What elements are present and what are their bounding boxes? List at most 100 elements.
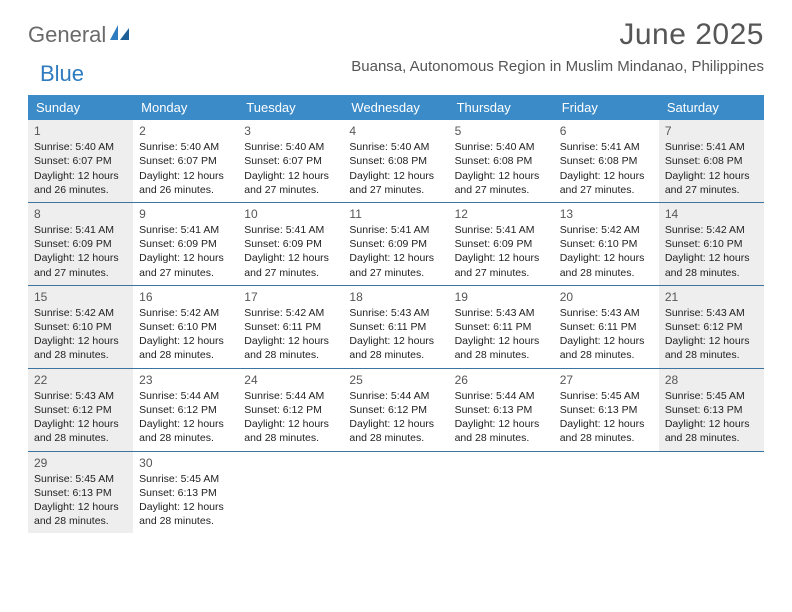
day-empty <box>449 452 554 534</box>
day-number: 22 <box>34 372 127 388</box>
daylight-text: Daylight: 12 hours <box>34 169 127 183</box>
sunrise-text: Sunrise: 5:42 AM <box>665 223 758 237</box>
daylight-text: and 26 minutes. <box>34 183 127 197</box>
daylight-text: Daylight: 12 hours <box>349 334 442 348</box>
day-13: 13Sunrise: 5:42 AMSunset: 6:10 PMDayligh… <box>554 203 659 285</box>
weeks-container: 1Sunrise: 5:40 AMSunset: 6:07 PMDaylight… <box>28 120 764 533</box>
day-number: 28 <box>665 372 758 388</box>
sunset-text: Sunset: 6:10 PM <box>665 237 758 251</box>
sunrise-text: Sunrise: 5:43 AM <box>560 306 653 320</box>
day-27: 27Sunrise: 5:45 AMSunset: 6:13 PMDayligh… <box>554 369 659 451</box>
sunset-text: Sunset: 6:10 PM <box>560 237 653 251</box>
daylight-text: and 28 minutes. <box>244 431 337 445</box>
daylight-text: Daylight: 12 hours <box>139 417 232 431</box>
day-21: 21Sunrise: 5:43 AMSunset: 6:12 PMDayligh… <box>659 286 764 368</box>
day-number: 17 <box>244 289 337 305</box>
sunrise-text: Sunrise: 5:44 AM <box>139 389 232 403</box>
sunrise-text: Sunrise: 5:45 AM <box>34 472 127 486</box>
dow-tuesday: Tuesday <box>238 95 343 120</box>
daylight-text: and 28 minutes. <box>665 266 758 280</box>
daylight-text: and 28 minutes. <box>455 348 548 362</box>
sunset-text: Sunset: 6:09 PM <box>244 237 337 251</box>
daylight-text: and 28 minutes. <box>34 348 127 362</box>
sunset-text: Sunset: 6:13 PM <box>560 403 653 417</box>
day-26: 26Sunrise: 5:44 AMSunset: 6:13 PMDayligh… <box>449 369 554 451</box>
day-number: 24 <box>244 372 337 388</box>
daylight-text: and 27 minutes. <box>455 266 548 280</box>
day-number: 11 <box>349 206 442 222</box>
sunset-text: Sunset: 6:08 PM <box>560 154 653 168</box>
day-number: 30 <box>139 455 232 471</box>
sunrise-text: Sunrise: 5:41 AM <box>244 223 337 237</box>
daylight-text: and 28 minutes. <box>455 431 548 445</box>
daylight-text: Daylight: 12 hours <box>34 251 127 265</box>
sunset-text: Sunset: 6:09 PM <box>139 237 232 251</box>
day-number: 2 <box>139 123 232 139</box>
sunrise-text: Sunrise: 5:40 AM <box>349 140 442 154</box>
sunrise-text: Sunrise: 5:41 AM <box>665 140 758 154</box>
sunset-text: Sunset: 6:13 PM <box>139 486 232 500</box>
daylight-text: Daylight: 12 hours <box>244 417 337 431</box>
sunrise-text: Sunrise: 5:41 AM <box>349 223 442 237</box>
daylight-text: Daylight: 12 hours <box>34 500 127 514</box>
sunrise-text: Sunrise: 5:41 AM <box>34 223 127 237</box>
sunset-text: Sunset: 6:11 PM <box>560 320 653 334</box>
daylight-text: and 27 minutes. <box>455 183 548 197</box>
daylight-text: and 27 minutes. <box>665 183 758 197</box>
sunset-text: Sunset: 6:12 PM <box>244 403 337 417</box>
sunset-text: Sunset: 6:12 PM <box>34 403 127 417</box>
day-19: 19Sunrise: 5:43 AMSunset: 6:11 PMDayligh… <box>449 286 554 368</box>
sunset-text: Sunset: 6:13 PM <box>34 486 127 500</box>
day-number: 23 <box>139 372 232 388</box>
day-24: 24Sunrise: 5:44 AMSunset: 6:12 PMDayligh… <box>238 369 343 451</box>
sunset-text: Sunset: 6:09 PM <box>349 237 442 251</box>
day-number: 6 <box>560 123 653 139</box>
logo-sail-icon <box>109 24 131 47</box>
sunrise-text: Sunrise: 5:42 AM <box>244 306 337 320</box>
daylight-text: Daylight: 12 hours <box>455 169 548 183</box>
location-text: Buansa, Autonomous Region in Muslim Mind… <box>351 58 764 75</box>
day-number: 20 <box>560 289 653 305</box>
day-2: 2Sunrise: 5:40 AMSunset: 6:07 PMDaylight… <box>133 120 238 202</box>
day-17: 17Sunrise: 5:42 AMSunset: 6:11 PMDayligh… <box>238 286 343 368</box>
sunset-text: Sunset: 6:08 PM <box>455 154 548 168</box>
daylight-text: and 26 minutes. <box>139 183 232 197</box>
daylight-text: Daylight: 12 hours <box>139 500 232 514</box>
day-number: 5 <box>455 123 548 139</box>
daylight-text: and 28 minutes. <box>349 431 442 445</box>
day-12: 12Sunrise: 5:41 AMSunset: 6:09 PMDayligh… <box>449 203 554 285</box>
week-row: 8Sunrise: 5:41 AMSunset: 6:09 PMDaylight… <box>28 203 764 286</box>
week-row: 29Sunrise: 5:45 AMSunset: 6:13 PMDayligh… <box>28 452 764 534</box>
day-number: 4 <box>349 123 442 139</box>
day-empty <box>554 452 659 534</box>
daylight-text: and 28 minutes. <box>349 348 442 362</box>
daylight-text: Daylight: 12 hours <box>349 417 442 431</box>
day-29: 29Sunrise: 5:45 AMSunset: 6:13 PMDayligh… <box>28 452 133 534</box>
day-number: 12 <box>455 206 548 222</box>
daylight-text: and 28 minutes. <box>560 266 653 280</box>
day-number: 7 <box>665 123 758 139</box>
sunset-text: Sunset: 6:13 PM <box>665 403 758 417</box>
dow-wednesday: Wednesday <box>343 95 448 120</box>
daylight-text: and 28 minutes. <box>139 514 232 528</box>
day-16: 16Sunrise: 5:42 AMSunset: 6:10 PMDayligh… <box>133 286 238 368</box>
daylight-text: Daylight: 12 hours <box>560 417 653 431</box>
day-30: 30Sunrise: 5:45 AMSunset: 6:13 PMDayligh… <box>133 452 238 534</box>
daylight-text: Daylight: 12 hours <box>665 417 758 431</box>
sunset-text: Sunset: 6:13 PM <box>455 403 548 417</box>
sunset-text: Sunset: 6:07 PM <box>34 154 127 168</box>
day-number: 19 <box>455 289 548 305</box>
day-number: 16 <box>139 289 232 305</box>
day-number: 25 <box>349 372 442 388</box>
week-row: 1Sunrise: 5:40 AMSunset: 6:07 PMDaylight… <box>28 120 764 203</box>
day-empty <box>659 452 764 534</box>
day-number: 14 <box>665 206 758 222</box>
day-number: 13 <box>560 206 653 222</box>
daylight-text: Daylight: 12 hours <box>455 251 548 265</box>
day-8: 8Sunrise: 5:41 AMSunset: 6:09 PMDaylight… <box>28 203 133 285</box>
day-number: 10 <box>244 206 337 222</box>
daylight-text: and 28 minutes. <box>665 431 758 445</box>
daylight-text: and 27 minutes. <box>244 183 337 197</box>
day-1: 1Sunrise: 5:40 AMSunset: 6:07 PMDaylight… <box>28 120 133 202</box>
sunrise-text: Sunrise: 5:45 AM <box>139 472 232 486</box>
